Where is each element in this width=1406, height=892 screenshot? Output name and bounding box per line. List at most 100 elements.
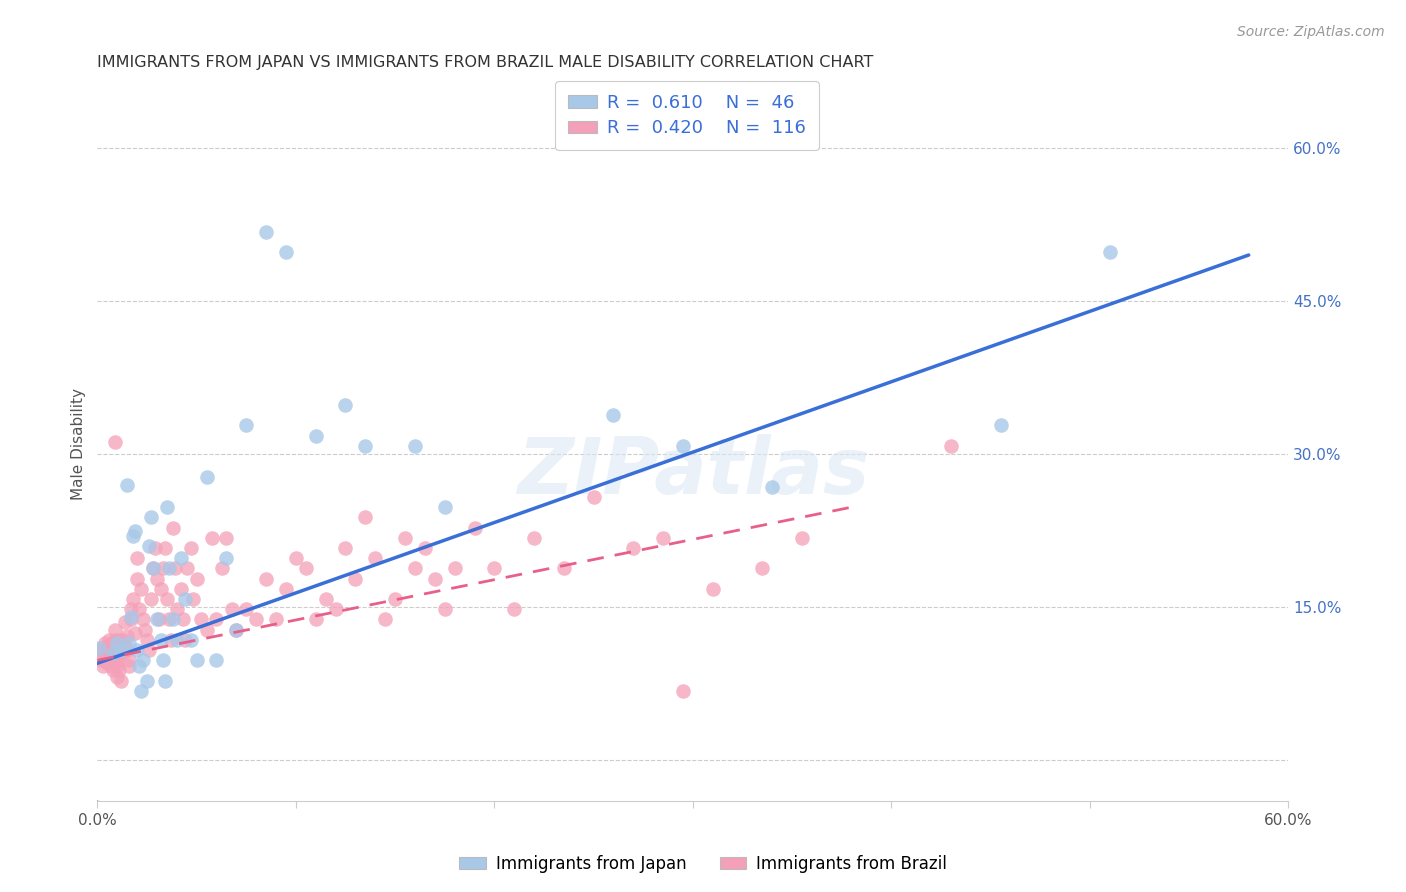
Point — [221, 602, 243, 616]
Point — [170, 582, 193, 596]
Point — [344, 572, 367, 586]
Point — [128, 602, 150, 616]
Point — [125, 551, 148, 566]
Point — [582, 490, 605, 504]
Point — [100, 659, 122, 673]
Point — [129, 582, 152, 596]
Point — [264, 612, 287, 626]
Point — [142, 561, 165, 575]
Point — [394, 531, 416, 545]
Point — [136, 632, 159, 647]
Point — [325, 602, 347, 616]
Point — [115, 629, 138, 643]
Point — [105, 653, 128, 667]
Point — [96, 657, 118, 671]
Point — [129, 684, 152, 698]
Point — [146, 572, 169, 586]
Point — [98, 643, 121, 657]
Point — [384, 592, 406, 607]
Legend: R =  0.610    N =  46, R =  0.420    N =  116: R = 0.610 N = 46, R = 0.420 N = 116 — [555, 81, 818, 150]
Point — [118, 636, 141, 650]
Point — [114, 615, 136, 630]
Point — [118, 659, 141, 673]
Point — [103, 646, 125, 660]
Point — [115, 643, 138, 657]
Point — [195, 623, 218, 637]
Point — [354, 439, 377, 453]
Point — [152, 561, 174, 575]
Point — [195, 469, 218, 483]
Point — [235, 602, 257, 616]
Point — [201, 531, 224, 545]
Point — [91, 659, 114, 673]
Point — [245, 612, 267, 626]
Point — [156, 500, 179, 515]
Point — [112, 646, 135, 660]
Point — [120, 602, 142, 616]
Point — [110, 673, 132, 688]
Point — [173, 592, 195, 607]
Point — [181, 592, 204, 607]
Point — [553, 561, 575, 575]
Point — [225, 623, 247, 637]
Point — [96, 649, 118, 664]
Point — [180, 632, 202, 647]
Point — [110, 643, 132, 657]
Point — [91, 643, 114, 657]
Point — [404, 561, 426, 575]
Point — [190, 612, 212, 626]
Point — [433, 602, 456, 616]
Point — [105, 670, 128, 684]
Point — [166, 602, 188, 616]
Point — [157, 612, 180, 626]
Point — [305, 428, 328, 442]
Point — [413, 541, 436, 555]
Point — [104, 623, 127, 637]
Y-axis label: Male Disability: Male Disability — [72, 388, 86, 500]
Point — [103, 664, 125, 678]
Point — [335, 398, 357, 412]
Point — [315, 592, 337, 607]
Point — [90, 653, 112, 667]
Point — [143, 541, 166, 555]
Point — [602, 409, 624, 423]
Point — [484, 561, 506, 575]
Point — [134, 623, 156, 637]
Point — [172, 612, 194, 626]
Point — [162, 520, 184, 534]
Point — [100, 649, 122, 664]
Point — [364, 551, 387, 566]
Point — [89, 643, 111, 657]
Point — [180, 541, 202, 555]
Point — [96, 639, 118, 653]
Point — [115, 477, 138, 491]
Point — [98, 632, 121, 647]
Point — [148, 612, 170, 626]
Point — [118, 653, 141, 667]
Point — [114, 639, 136, 653]
Point — [254, 225, 277, 239]
Point — [98, 657, 121, 671]
Point — [136, 673, 159, 688]
Point — [153, 673, 176, 688]
Point — [149, 582, 172, 596]
Point — [156, 592, 179, 607]
Point — [105, 636, 128, 650]
Point — [225, 623, 247, 637]
Legend: Immigrants from Japan, Immigrants from Brazil: Immigrants from Japan, Immigrants from B… — [453, 848, 953, 880]
Text: Source: ZipAtlas.com: Source: ZipAtlas.com — [1237, 25, 1385, 39]
Point — [274, 582, 297, 596]
Point — [464, 520, 486, 534]
Point — [149, 632, 172, 647]
Point — [374, 612, 396, 626]
Point — [939, 439, 962, 453]
Point — [215, 531, 238, 545]
Point — [122, 529, 145, 543]
Point — [108, 664, 131, 678]
Point — [176, 561, 198, 575]
Text: IMMIGRANTS FROM JAPAN VS IMMIGRANTS FROM BRAZIL MALE DISABILITY CORRELATION CHAR: IMMIGRANTS FROM JAPAN VS IMMIGRANTS FROM… — [97, 55, 873, 70]
Point — [173, 632, 195, 647]
Point — [124, 524, 146, 538]
Point — [125, 643, 148, 657]
Point — [153, 541, 176, 555]
